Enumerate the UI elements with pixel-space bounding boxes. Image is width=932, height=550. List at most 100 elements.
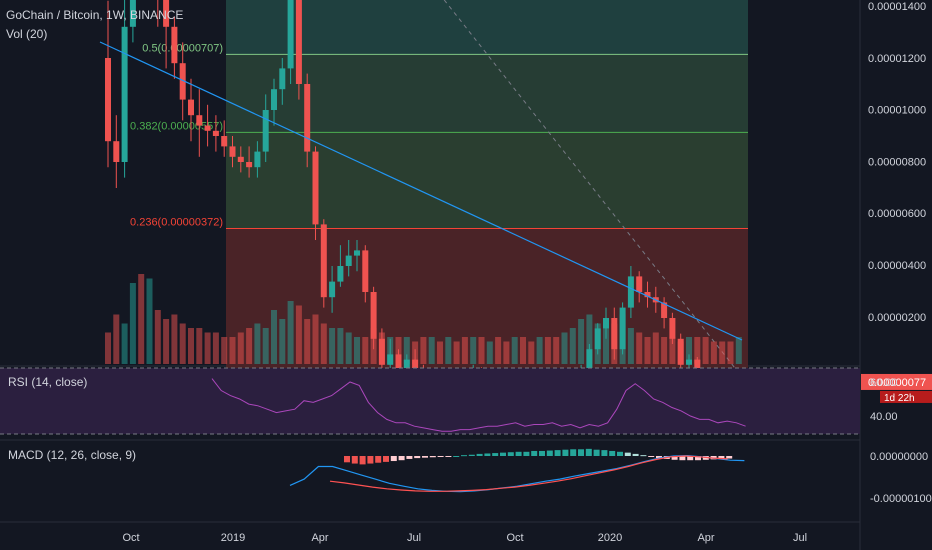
- candle-body: [337, 266, 344, 282]
- candle-body: [603, 318, 609, 329]
- volume-bar: [453, 341, 460, 364]
- candle-body: [271, 89, 277, 110]
- volume-bar: [121, 323, 128, 364]
- volume-bar: [163, 319, 170, 364]
- macd-histogram-bar: [718, 456, 725, 459]
- macd-histogram-bar: [695, 456, 701, 461]
- price-tick-label: 0.00000200: [868, 312, 926, 324]
- candle-body: [312, 151, 319, 225]
- rsi-tick-label: 60.00: [870, 377, 898, 389]
- candle-body: [619, 307, 626, 350]
- macd-histogram-bar: [507, 452, 514, 456]
- macd-histogram-bar: [461, 455, 467, 457]
- volume-bar: [154, 310, 161, 364]
- candle-body: [586, 349, 593, 370]
- volume-bar: [511, 337, 518, 364]
- candle-body: [105, 58, 111, 142]
- volume-bar: [113, 314, 120, 364]
- macd-histogram-bar: [429, 456, 436, 458]
- macd-histogram-bar: [554, 450, 561, 456]
- candle-body: [345, 255, 352, 266]
- candle-body: [329, 281, 336, 298]
- rsi-line: [211, 378, 746, 432]
- volume-bar: [461, 337, 468, 364]
- time-tick-label: Jul: [793, 532, 807, 544]
- countdown-tag: [880, 390, 932, 403]
- volume-bar: [603, 319, 609, 364]
- volume-bar: [669, 337, 676, 364]
- macd-histogram-bar: [414, 456, 421, 459]
- volume-bar: [138, 274, 145, 364]
- candle-body: [171, 26, 178, 64]
- macd-histogram-bar: [500, 452, 506, 456]
- volume-bar: [129, 283, 136, 364]
- macd-histogram-bar: [375, 456, 382, 463]
- fib-level-label: 0.236(0.00000372): [130, 217, 223, 229]
- macd-histogram-bar: [585, 448, 592, 456]
- volume-bar: [661, 337, 668, 364]
- candle-body: [636, 276, 643, 292]
- volume-bar: [196, 328, 203, 364]
- candle-body: [661, 302, 668, 318]
- macd-histogram-bar: [351, 456, 358, 464]
- macd-histogram-bar: [531, 450, 538, 456]
- macd-histogram-bar: [562, 449, 569, 456]
- time-tick-label: Jul: [407, 532, 421, 544]
- macd-histogram-bar: [468, 454, 475, 456]
- candle-body: [212, 130, 219, 136]
- volume-bar: [345, 332, 352, 364]
- volume-bar: [428, 337, 435, 364]
- volume-bar: [337, 328, 344, 364]
- macd-histogram-bar: [648, 456, 655, 457]
- time-tick-label: Oct: [122, 532, 139, 544]
- fib-band: [226, 54, 748, 133]
- volume-bar: [719, 341, 726, 364]
- macd-label: MACD (12, 26, close, 9): [8, 448, 137, 462]
- volume-bar: [544, 337, 551, 364]
- time-tick-label: 2019: [221, 532, 245, 544]
- countdown-label: 1d 22h: [884, 393, 915, 404]
- candle-body: [279, 68, 286, 90]
- volume-bar: [561, 332, 568, 364]
- candle-body: [229, 146, 236, 157]
- time-tick-label: 2020: [598, 532, 622, 544]
- volume-bar: [246, 328, 253, 364]
- volume-bar: [304, 319, 311, 364]
- volume-bar: [362, 337, 369, 364]
- price-tick-label: 0.00000800: [868, 156, 926, 168]
- volume-bar: [528, 341, 535, 364]
- price-tick-label: 0.00001400: [868, 1, 926, 13]
- macd-histogram-bar: [492, 453, 499, 456]
- candle-body: [246, 162, 253, 168]
- volume-bar: [320, 323, 327, 364]
- candle-body: [694, 359, 701, 376]
- time-tick-label: Apr: [697, 532, 714, 544]
- volume-bar: [312, 314, 319, 364]
- volume-bar: [105, 332, 111, 364]
- time-tick-label: Oct: [506, 532, 523, 544]
- volume-bar: [652, 332, 659, 364]
- macd-histogram-bar: [445, 456, 452, 457]
- macd-histogram-bar: [624, 452, 631, 456]
- candle-body: [669, 318, 676, 339]
- signal-line: [329, 455, 728, 492]
- volume-bar: [495, 337, 502, 364]
- volume-bar: [503, 341, 510, 364]
- macd-histogram-bar: [476, 453, 483, 456]
- volume-bar: [295, 305, 302, 364]
- volume-bar: [171, 314, 178, 364]
- candle-body: [196, 115, 203, 126]
- candle-body: [179, 63, 186, 100]
- candle-body: [387, 354, 394, 365]
- volume-bar: [403, 337, 410, 364]
- candle-body: [644, 292, 651, 298]
- macd-histogram-bar: [437, 456, 444, 457]
- macd-histogram-bar: [406, 456, 413, 459]
- macd-histogram-bar: [344, 456, 350, 463]
- volume-bar: [229, 337, 236, 364]
- volume-bar: [470, 337, 477, 364]
- macd-histogram-bar: [578, 449, 584, 456]
- volume-bar: [179, 323, 186, 364]
- candle-body: [287, 0, 294, 69]
